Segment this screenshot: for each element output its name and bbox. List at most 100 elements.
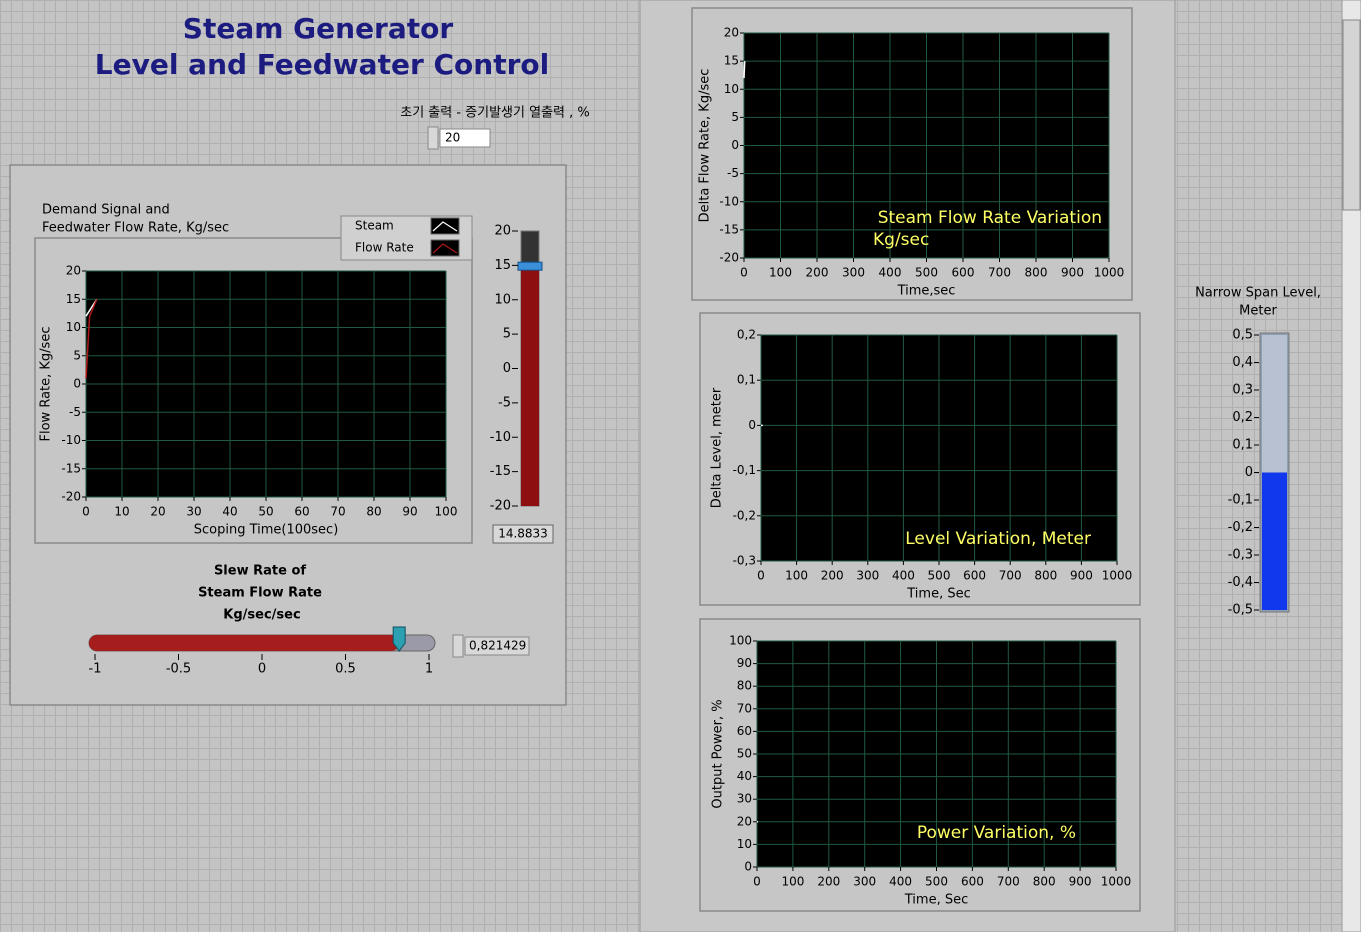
y-tick-label: -20 [490, 499, 511, 514]
x-tick-label: 0.5 [335, 662, 356, 677]
y-tick-label: -0,1 [733, 463, 756, 477]
x-tick-label: -1 [89, 662, 102, 677]
y-tick-label: -0,4 [1228, 575, 1253, 590]
x-tick-label: 700 [999, 569, 1022, 583]
y-tick-label: 10 [724, 82, 739, 96]
x-tick-label: 0 [740, 266, 748, 280]
scroll-thumb[interactable] [1342, 19, 1361, 211]
x-tick-label: 1 [425, 662, 433, 677]
spinner[interactable] [427, 126, 439, 150]
y-tick-label: -20 [61, 490, 81, 504]
y-tick-label: 20 [737, 814, 752, 828]
y-tick-label: 0,2 [737, 328, 756, 342]
legend-line [432, 243, 458, 254]
annotation: Level Variation, Meter [905, 529, 1091, 549]
tank-fill [1262, 472, 1287, 610]
y-tick-label: -0,1 [1228, 493, 1253, 508]
value-display [492, 524, 554, 544]
y-axis-label: Output Power, % [711, 699, 726, 808]
y-tick-label: 15 [724, 54, 739, 68]
y-tick-label: 90 [737, 656, 752, 670]
legend-label: Steam [355, 219, 394, 233]
y-tick-label: -0,3 [733, 554, 756, 568]
y-tick-label: -15 [61, 461, 81, 475]
x-tick-label: -0.5 [166, 662, 191, 677]
y-tick-label: -5 [727, 166, 739, 180]
x-tick-label: 700 [988, 266, 1011, 280]
x-tick-label: 900 [1070, 569, 1093, 583]
slider-fill [89, 635, 400, 651]
x-tick-label: 900 [1061, 266, 1084, 280]
y-tick-label: 0,1 [737, 373, 756, 387]
y-tick-label: 0,3 [1232, 383, 1253, 398]
y-tick-label: 20 [724, 26, 739, 40]
y-tick-label: 0,4 [1232, 355, 1253, 370]
y-tick-label: -5 [69, 405, 81, 419]
x-tick-label: 400 [889, 875, 912, 889]
y-tick-label: 0 [1245, 465, 1253, 480]
spinner [452, 634, 464, 658]
x-axis-label: Scoping Time(100sec) [194, 523, 339, 538]
x-axis-label: Time, Sec [904, 893, 968, 908]
x-tick-label: 100 [785, 569, 808, 583]
control-label: 초기 출력 - 증기발생기 열출력 , % [400, 106, 590, 121]
x-tick-label: 200 [821, 569, 844, 583]
x-tick-label: 100 [769, 266, 792, 280]
x-tick-label: 0 [753, 875, 761, 889]
chart-title: Demand Signal and [42, 203, 170, 218]
x-tick-label: 40 [222, 505, 237, 519]
y-tick-label: -10 [719, 194, 739, 208]
chart-title: Feedwater Flow Rate, Kg/sec [42, 221, 229, 236]
value-display-text: 14.8833 [498, 527, 548, 541]
x-tick-label: 200 [806, 266, 829, 280]
y-tick-label: 80 [737, 679, 752, 693]
value-display [464, 636, 530, 656]
y-tick-label: 20 [494, 224, 511, 239]
y-tick-label: 10 [737, 837, 752, 851]
x-axis-label: Time,sec [897, 284, 956, 299]
y-tick-label: 70 [737, 701, 752, 715]
x-tick-label: 50 [258, 505, 273, 519]
y-tick-label: -10 [61, 433, 81, 447]
annotation: Steam Flow Rate Variation [878, 208, 1102, 228]
x-tick-label: 500 [928, 569, 951, 583]
slider-label: Slew Rate of [214, 564, 306, 579]
y-tick-label: -0,5 [1228, 603, 1253, 618]
y-tick-label: -0,3 [1228, 548, 1253, 563]
indicator-label: Narrow Span Level, [1195, 286, 1321, 301]
y-tick-label: -15 [719, 222, 739, 236]
slider-thumb [517, 261, 543, 271]
x-tick-label: 300 [853, 875, 876, 889]
x-tick-label: 500 [925, 875, 948, 889]
x-tick-label: 800 [1034, 569, 1057, 583]
y-tick-label: 0 [744, 860, 752, 874]
value-display-text: 0,821429 [469, 639, 526, 653]
scrollbar[interactable] [1341, 0, 1361, 932]
y-tick-label: 0 [748, 418, 756, 432]
y-tick-label: 10 [66, 320, 81, 334]
x-tick-label: 1000 [1101, 875, 1132, 889]
y-tick-label: -0,2 [1228, 520, 1253, 535]
legend-label: Flow Rate [355, 241, 414, 255]
x-tick-label: 10 [114, 505, 129, 519]
y-tick-label: 10 [494, 292, 511, 307]
x-tick-label: 1000 [1094, 266, 1125, 280]
y-tick-label: -15 [490, 464, 511, 479]
x-tick-label: 100 [781, 875, 804, 889]
x-tick-label: 600 [952, 266, 975, 280]
y-axis-label: Delta Level, meter [710, 387, 725, 508]
x-tick-label: 600 [961, 875, 984, 889]
legend-swatch [430, 217, 460, 235]
numeric-input[interactable] [439, 128, 491, 148]
x-tick-label: 80 [366, 505, 381, 519]
legend-swatch [430, 239, 460, 257]
x-tick-label: 20 [150, 505, 165, 519]
annotation: Power Variation, % [917, 823, 1076, 843]
x-tick-label: 300 [842, 266, 865, 280]
y-tick-label: -5 [498, 395, 511, 410]
numeric-value[interactable]: 20 [445, 131, 460, 145]
x-tick-label: 600 [963, 569, 986, 583]
y-tick-label: 40 [737, 769, 752, 783]
x-tick-label: 800 [1033, 875, 1056, 889]
slider-label: Kg/sec/sec [223, 608, 300, 623]
